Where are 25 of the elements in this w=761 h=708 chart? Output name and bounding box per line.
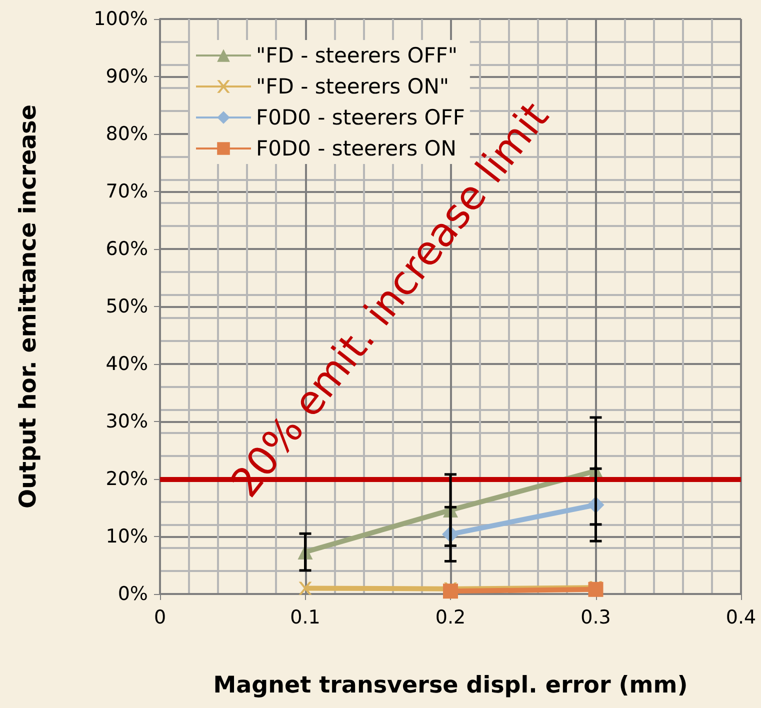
legend-label: "FD - steerers OFF" xyxy=(256,44,458,68)
point xyxy=(588,582,604,597)
y-tick-label: 30% xyxy=(106,410,148,432)
y-tick-label: 50% xyxy=(106,296,148,318)
x-axis-title: Magnet transverse displ. error (mm) xyxy=(213,672,688,698)
y-tick-label: 90% xyxy=(106,66,148,88)
x-tick-label: 0.4 xyxy=(726,606,756,628)
y-tick-label: 100% xyxy=(94,8,148,30)
y-tick-label: 20% xyxy=(106,468,148,490)
x-tick-label: 0.3 xyxy=(580,606,611,628)
y-tick-label: 80% xyxy=(106,123,148,145)
y-tick-label: 40% xyxy=(106,353,148,375)
y-tick-label: 10% xyxy=(106,526,148,548)
legend-label: F0D0 - steerers ON xyxy=(256,136,456,160)
point xyxy=(443,584,458,599)
legend-label: F0D0 - steerers OFF xyxy=(256,106,465,130)
x-tick-label: 0 xyxy=(154,606,166,628)
point xyxy=(298,582,312,595)
y-axis-title: Output hor. emittance increase xyxy=(16,104,42,508)
y-tick-label: 60% xyxy=(106,238,148,260)
x-tick-label: 0.1 xyxy=(290,606,320,628)
legend-label: "FD - steerers ON" xyxy=(256,74,450,98)
y-tick-label: 0% xyxy=(118,583,148,605)
y-tick-label: 70% xyxy=(106,180,148,202)
x-tick-label: 0.2 xyxy=(435,606,466,628)
